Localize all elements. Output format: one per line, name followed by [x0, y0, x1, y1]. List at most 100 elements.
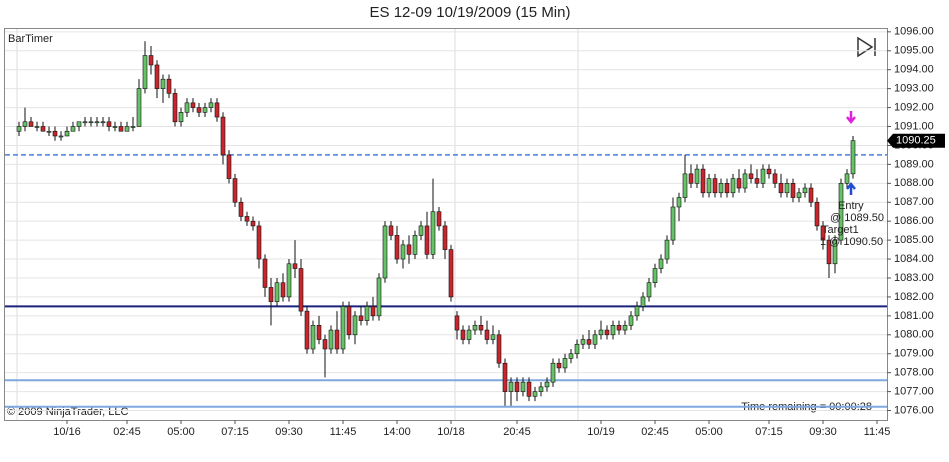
candle-body — [100, 121, 106, 124]
candle-body — [250, 220, 256, 227]
candle-body — [610, 325, 616, 336]
candle-body — [118, 126, 124, 132]
candle-body — [616, 325, 622, 331]
y-tick-label: 1091.00 — [894, 120, 934, 132]
candle-body — [136, 88, 142, 127]
candle-body — [166, 78, 172, 94]
candle-body — [694, 168, 700, 184]
y-tick-label: 1076.00 — [894, 404, 934, 416]
candle-body — [784, 183, 790, 194]
candle-body — [718, 183, 724, 194]
candle-body — [238, 201, 244, 217]
candle-body — [712, 178, 718, 194]
candle-body — [460, 329, 466, 340]
candle-body — [682, 173, 688, 198]
candle-body — [364, 306, 370, 321]
candle-body — [496, 334, 502, 364]
candle-body — [88, 121, 94, 124]
candle-body — [226, 154, 232, 179]
candle-body — [730, 178, 736, 194]
candle-body — [358, 315, 364, 321]
candle-body — [688, 173, 694, 184]
x-tick-label: 02:45 — [641, 426, 669, 438]
candle-body — [472, 325, 478, 331]
candle-body — [292, 263, 298, 269]
candle-body — [160, 78, 166, 89]
candle-body — [280, 282, 286, 298]
candle-body — [232, 178, 238, 203]
y-tick-label: 1082.00 — [894, 291, 934, 303]
candle-body — [220, 116, 226, 156]
candle-body — [838, 183, 844, 241]
candle-body — [430, 211, 436, 255]
y-tick-label: 1084.00 — [894, 253, 934, 265]
candle-body — [814, 201, 820, 227]
candle-body — [628, 315, 634, 326]
play-icon[interactable] — [857, 36, 874, 58]
y-tick-label: 1092.00 — [894, 101, 934, 113]
candle-body — [646, 282, 652, 298]
candle-body — [106, 121, 112, 127]
candle-body — [820, 225, 826, 241]
candle-body — [310, 325, 316, 350]
y-tick-label: 1077.00 — [894, 386, 934, 398]
plot-border — [4, 28, 888, 421]
candle-body — [382, 225, 388, 279]
candle-body — [502, 362, 508, 392]
target-label: Target1 — [822, 224, 859, 236]
candle-body — [40, 126, 46, 132]
candle-body — [418, 225, 424, 236]
y-tick-label: 1095.00 — [894, 45, 934, 57]
candle-body — [154, 64, 160, 89]
candle-body — [94, 121, 100, 124]
candle-body — [742, 173, 748, 189]
y-tick-label: 1083.00 — [894, 272, 934, 284]
candle-body — [538, 386, 544, 392]
candle-body — [748, 173, 754, 179]
indicator-label: BarTimer — [8, 33, 53, 45]
candle-body — [490, 334, 496, 340]
candle-body — [262, 258, 268, 288]
candle-body — [520, 381, 526, 392]
plot — [5, 31, 887, 412]
candle-body — [274, 282, 280, 302]
entry-price-label: @ 1089.50 — [830, 212, 884, 224]
candle-body — [16, 126, 22, 132]
y-tick-label: 1087.00 — [894, 196, 934, 208]
candle-body — [244, 216, 250, 222]
y-tick-label: 1096.00 — [894, 26, 934, 38]
candle-body — [478, 325, 484, 331]
candle-body — [634, 306, 640, 317]
chart-title: ES 12-09 10/19/2009 (15 Min) — [370, 4, 571, 21]
y-tick-label: 1078.00 — [894, 367, 934, 379]
candle-body — [286, 263, 292, 298]
candle-body — [28, 121, 34, 127]
y-tick-label: 1093.00 — [894, 83, 934, 95]
candle-body — [202, 107, 208, 113]
candle-body — [544, 381, 550, 388]
x-tick-label: 05:00 — [167, 426, 195, 438]
candle-body — [304, 310, 310, 350]
candle-body — [796, 192, 802, 198]
y-tick-label: 1094.00 — [894, 64, 934, 76]
candle-body — [172, 93, 178, 123]
y-tick-label: 1086.00 — [894, 215, 934, 227]
candle-body — [622, 325, 628, 331]
candle-body — [772, 173, 778, 184]
candle-body — [454, 315, 460, 331]
candle-body — [580, 339, 586, 345]
candle-body — [658, 258, 664, 269]
y-tick-label: 1088.00 — [894, 177, 934, 189]
candle-body — [766, 168, 772, 175]
y-tick-label: 1079.00 — [894, 348, 934, 360]
candle-body — [598, 329, 604, 336]
candle-body — [532, 391, 538, 397]
play-button[interactable] — [857, 36, 876, 58]
candle-body — [316, 325, 322, 340]
candle-body — [208, 102, 214, 108]
candle-body — [592, 334, 598, 345]
candle-body — [58, 135, 64, 138]
candle-body — [376, 277, 382, 317]
candle-body — [802, 187, 808, 194]
